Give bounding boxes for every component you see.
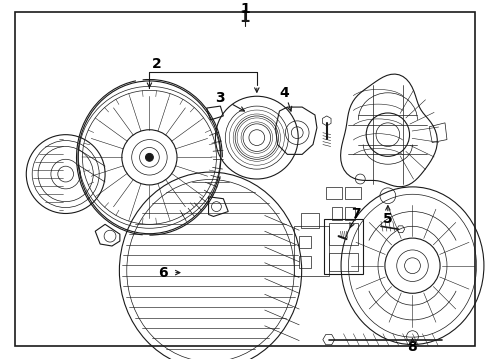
Bar — [324, 219, 363, 274]
Bar — [294, 226, 329, 275]
Text: 3: 3 — [216, 91, 225, 105]
Bar — [345, 187, 361, 199]
Text: 8: 8 — [408, 341, 417, 355]
Bar — [345, 207, 355, 220]
Bar — [299, 256, 311, 268]
Bar — [332, 207, 342, 220]
Text: 1: 1 — [240, 1, 250, 15]
Text: 2: 2 — [151, 57, 161, 71]
Text: 4: 4 — [279, 86, 289, 100]
Text: 7: 7 — [351, 207, 361, 221]
Bar — [299, 236, 311, 248]
Bar — [326, 187, 342, 199]
Bar — [301, 213, 319, 228]
Bar — [329, 223, 358, 245]
Text: 5: 5 — [383, 212, 393, 226]
Circle shape — [146, 153, 153, 161]
Text: 1: 1 — [240, 10, 250, 24]
Text: 6: 6 — [158, 266, 168, 280]
Bar — [329, 253, 358, 271]
